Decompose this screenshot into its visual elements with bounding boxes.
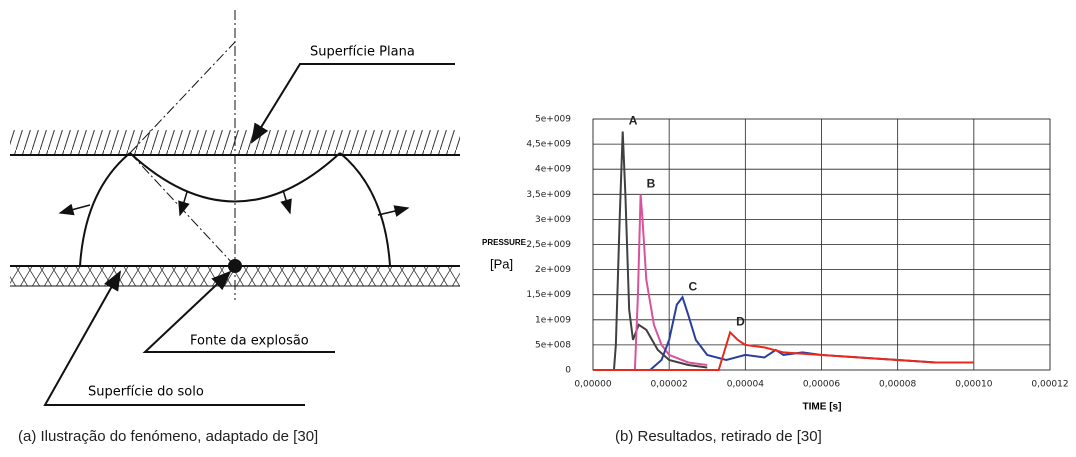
wave-front — [80, 153, 130, 266]
explosion-source — [228, 259, 242, 273]
y-tick-label: 1,5e+009 — [526, 290, 571, 300]
y-tick-label: 3e+009 — [535, 215, 571, 225]
diagram-label: Fonte da explosão — [190, 334, 309, 349]
arrow — [283, 190, 290, 213]
y-tick-label: 4,5e+009 — [526, 140, 571, 150]
x-axis-label: TIME [s] — [803, 402, 842, 413]
y-tick-label: 2,5e+009 — [526, 240, 571, 250]
series-label: A — [629, 114, 638, 128]
arrow — [180, 192, 187, 215]
y-axis-unit: [Pa] — [490, 256, 513, 271]
diagram-label: Superfície do solo — [88, 385, 204, 400]
x-tick-label: 0,00008 — [879, 380, 916, 390]
y-tick-label: 0 — [565, 366, 571, 376]
series-label: B — [647, 176, 656, 190]
y-tick-label: 4e+009 — [535, 165, 571, 175]
y-tick-label: 2e+009 — [535, 265, 571, 275]
y-tick-label: 5e+009 — [535, 115, 571, 125]
x-tick-label: 0,00010 — [955, 380, 992, 390]
series-label: C — [688, 279, 697, 293]
diagram-label: Superfície Plana — [310, 45, 415, 60]
body: Superfície Plana Fonte da explosão Super… — [0, 0, 1076, 452]
x-tick-label: 0,00012 — [1031, 380, 1068, 390]
x-tick-label: 0,00006 — [803, 380, 840, 390]
series-label: D — [736, 315, 745, 329]
x-tick-label: 0,00004 — [727, 380, 764, 390]
arrow — [60, 205, 90, 213]
diagram: Superfície Plana Fonte da explosão Super… — [10, 10, 460, 405]
y-tick-label: 3,5e+009 — [526, 190, 571, 200]
caption: (b) Resultados, retirado de [30] — [615, 428, 822, 445]
y-tick-label: 5e+008 — [535, 340, 571, 350]
chart: PRESSURE [Pa] TIME [s] 0 5e+008 1e+009 1,5e… — [482, 114, 1069, 413]
x-tick-label: 0,00002 — [651, 380, 688, 390]
page: {"diagram": {"labels": ["Superfície Plan… — [0, 0, 1076, 452]
arrow — [378, 208, 408, 215]
y-tick-label: 1e+009 — [535, 315, 571, 325]
caption: (a) Ilustração do fenómeno, adaptado de … — [18, 428, 318, 445]
y-axis-label: PRESSURE — [482, 238, 527, 247]
x-tick-label: 0,00000 — [574, 380, 611, 390]
wave-front — [340, 153, 390, 266]
figure: Superfície Plana Fonte da explosão Super… — [0, 0, 1076, 452]
